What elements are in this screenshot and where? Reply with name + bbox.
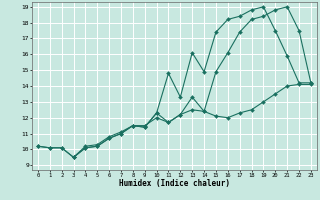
X-axis label: Humidex (Indice chaleur): Humidex (Indice chaleur) [119, 179, 230, 188]
